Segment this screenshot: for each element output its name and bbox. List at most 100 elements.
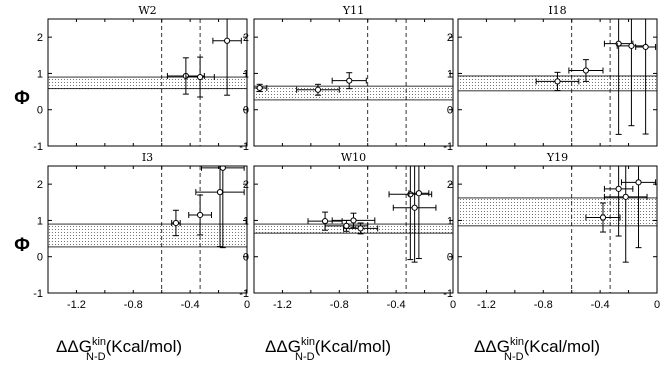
y-tick-label: 0 xyxy=(37,105,43,117)
xlabel-main: ΔΔG xyxy=(56,337,92,356)
data-point xyxy=(212,19,242,96)
panel-title: W10 xyxy=(341,151,366,164)
data-point xyxy=(201,166,245,249)
x-tick-label: 0 xyxy=(654,299,660,311)
y-tick-label: 2 xyxy=(37,179,43,191)
panel-title: Y11 xyxy=(342,4,364,17)
y-tick-label: 2 xyxy=(447,179,453,191)
marker xyxy=(224,37,231,44)
y-tick-label: 0 xyxy=(447,105,453,117)
panel-frame xyxy=(47,18,248,147)
xlabel-sup: kin xyxy=(92,336,106,348)
y-tick-label: 0 xyxy=(243,252,249,264)
marker xyxy=(346,77,353,84)
xlabel-unit: (Kcal/mol) xyxy=(106,337,183,356)
x-tick-label: -1.2 xyxy=(67,299,86,311)
panel-frame xyxy=(253,165,454,294)
y-axis-label-top: Φ xyxy=(14,88,30,109)
panel-title: I3 xyxy=(142,151,153,164)
data-point xyxy=(603,166,648,263)
y-tick-label: 2 xyxy=(37,32,43,44)
marker xyxy=(628,42,635,49)
panel-i18: I18 -1 0 1 2 xyxy=(443,4,658,153)
y-tick-label: 1 xyxy=(243,215,249,227)
marker xyxy=(582,67,590,74)
marker xyxy=(216,189,224,196)
marker xyxy=(196,73,204,81)
phi-band xyxy=(48,223,247,248)
marker xyxy=(314,86,322,93)
x-tick-label: -1.2 xyxy=(477,299,496,311)
phi-band xyxy=(48,76,247,90)
x-axis-label-3: ΔΔGkin N-D(Kcal/mol) xyxy=(474,336,600,363)
y-tick-label: 0 xyxy=(243,105,249,117)
data-point xyxy=(603,19,634,135)
xlabel-unit: (Kcal/mol) xyxy=(315,337,392,356)
y-tick-label: -1 xyxy=(443,288,453,300)
data-point xyxy=(635,19,657,135)
data-point xyxy=(568,59,604,82)
phi-band xyxy=(254,85,453,101)
data-point xyxy=(296,83,340,96)
y-tick-label: 2 xyxy=(243,179,249,191)
xlabel-sup: kin xyxy=(301,336,315,348)
y-tick-label: -1 xyxy=(239,141,249,153)
data-point xyxy=(343,222,379,235)
y-tick-label: -1 xyxy=(33,288,43,300)
marker xyxy=(615,185,622,192)
x-tick-label: -1.2 xyxy=(273,299,292,311)
data-point xyxy=(171,209,181,237)
data-point xyxy=(254,83,268,93)
marker xyxy=(635,179,642,186)
data-point xyxy=(331,212,376,229)
data-point xyxy=(616,19,647,127)
data-point xyxy=(585,202,621,233)
y-tick-label: 1 xyxy=(447,215,453,227)
marker xyxy=(219,166,226,171)
panel-frame xyxy=(253,18,454,147)
marker xyxy=(415,190,422,197)
marker xyxy=(599,214,607,221)
data-point xyxy=(185,56,215,98)
x-tick-label: -0.4 xyxy=(591,299,610,311)
marker xyxy=(256,84,263,92)
marker xyxy=(172,219,180,227)
marker xyxy=(343,222,350,229)
x-tick-label: -0.4 xyxy=(387,299,406,311)
marker xyxy=(357,225,364,232)
data-point xyxy=(392,166,437,263)
y-tick-label: 1 xyxy=(243,68,249,80)
xlabel-sub: N-D xyxy=(504,351,524,363)
x-tick-label: -0.8 xyxy=(124,299,143,311)
marker xyxy=(642,43,649,51)
data-point xyxy=(603,166,634,237)
panel-y11: Y11 -1 0 1 2 xyxy=(239,4,454,153)
x-tick-label: 0 xyxy=(244,299,250,311)
panel-title: Y19 xyxy=(546,151,568,164)
panel-title: I18 xyxy=(548,4,566,17)
data-point xyxy=(620,166,657,249)
panel-w2: W2 -1 0 1 2 xyxy=(33,4,248,153)
xlabel-main: ΔΔG xyxy=(265,337,301,356)
y-axis-label-bottom: Φ xyxy=(14,235,30,256)
y-tick-label: -1 xyxy=(239,288,249,300)
data-point xyxy=(535,71,580,91)
y-tick-label: -1 xyxy=(33,141,43,153)
marker xyxy=(196,211,204,219)
y-tick-label: 1 xyxy=(37,215,43,227)
x-tick-label: 0 xyxy=(450,299,456,311)
panel-frame xyxy=(457,165,658,294)
y-tick-label: 1 xyxy=(37,68,43,80)
xlabel-sub: N-D xyxy=(295,351,315,363)
phi-band xyxy=(458,197,657,227)
data-point xyxy=(388,166,433,261)
data-point xyxy=(188,194,212,236)
data-point xyxy=(195,166,245,248)
